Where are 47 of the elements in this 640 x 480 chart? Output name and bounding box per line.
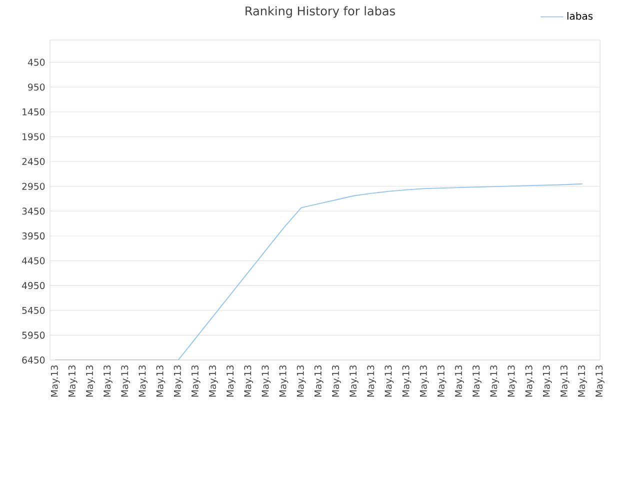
x-tick-label: May.13	[156, 365, 166, 397]
y-tick-label: 950	[28, 84, 45, 91]
y-tick-label: 1450	[22, 108, 45, 116]
x-tick-label: May.13	[191, 365, 200, 397]
x-tick-label: May.13	[420, 365, 429, 397]
x-tick-label: May.13	[402, 365, 412, 397]
y-tick-label: 5950	[22, 332, 45, 339]
x-tick-label: May.13	[226, 365, 236, 397]
y-tick-label: 1950	[22, 133, 45, 140]
x-tick-label: May.13	[138, 365, 148, 397]
chart-title: Ranking History for labas	[246, 6, 395, 18]
x-tick-label: May.13	[262, 365, 271, 397]
x-tick-label: May.13	[508, 365, 517, 397]
x-tick-label: May.13	[384, 365, 394, 397]
x-tick-label: May.13	[121, 365, 130, 397]
x-tick-label: May.13	[578, 365, 587, 397]
x-tick-label: May.13	[472, 365, 482, 397]
x-tick-label: May.13	[174, 365, 183, 397]
x-tick-label: May.13	[68, 365, 78, 397]
x-tick-label: May.13	[244, 365, 253, 397]
x-tick-label: May.13	[296, 365, 306, 397]
y-tick-label: 4950	[22, 282, 45, 290]
x-tick-label: May.13	[50, 365, 60, 397]
x-tick-label: May.13	[314, 365, 324, 397]
legend-label: labas	[567, 12, 593, 20]
x-tick-label: May.13	[350, 365, 358, 397]
y-tick-label: 5450	[22, 306, 45, 314]
x-tick-label: May.13	[490, 365, 500, 397]
x-tick-label: May.13	[437, 365, 446, 397]
y-tick-label: 6450	[22, 356, 45, 364]
x-tick-label: May.13	[560, 365, 570, 397]
x-tick-label: May.13	[596, 365, 604, 397]
y-tick-label: 3950	[22, 232, 45, 240]
x-tick-label: May.13	[367, 365, 376, 397]
y-tick-label: 450	[28, 58, 45, 66]
x-tick-label: May.13	[454, 365, 464, 397]
x-tick-label: May.13	[279, 365, 288, 397]
x-tick-label: May.13	[332, 365, 341, 397]
x-tick-label: May.13	[542, 365, 552, 397]
y-tick-label: 4450	[22, 257, 45, 264]
x-tick-label: May.13	[525, 365, 534, 397]
y-tick-label: 3450	[22, 208, 45, 215]
x-tick-label: May.13	[208, 365, 218, 397]
y-tick-label: 2950	[22, 182, 45, 190]
x-tick-label: May.13	[86, 365, 95, 397]
x-tick-label: May.13	[104, 365, 112, 397]
y-tick-label: 2450	[22, 158, 45, 166]
